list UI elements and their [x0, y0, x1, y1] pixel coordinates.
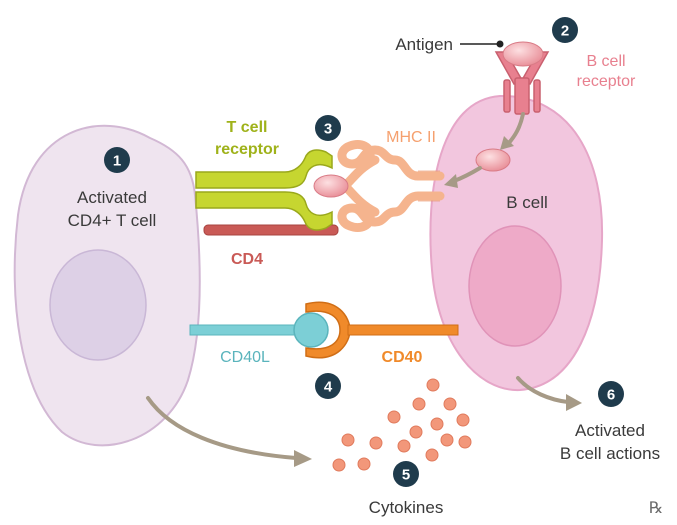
internalization-arrow [500, 112, 525, 150]
cytokine [409, 425, 423, 439]
cytokine-arrow [146, 396, 312, 467]
t-cell-label-line1: Activated [77, 188, 147, 207]
svg-text:1: 1 [113, 153, 121, 170]
svg-text:5: 5 [402, 467, 410, 484]
cytokine [458, 435, 472, 449]
b-cell-nucleus [468, 225, 562, 347]
b-cell-receptor-label-line2: receptor [577, 73, 636, 90]
activated-b-label-line1: Activated [575, 421, 645, 440]
rx-mark: ℞ [649, 500, 663, 517]
cytokine [357, 457, 371, 471]
step-badge-3: 3 [315, 115, 341, 141]
cd40l [189, 312, 329, 348]
cytokines [332, 378, 472, 472]
cytokine [426, 378, 440, 392]
cytokine [332, 458, 346, 472]
cytokine [430, 417, 444, 431]
cytokine [425, 448, 439, 462]
t-cell [13, 124, 201, 447]
cytokine [387, 410, 401, 424]
step-badge-6: 6 [598, 381, 624, 407]
antigen-particle [502, 41, 544, 67]
t-cell-label-line2: CD4+ T cell [68, 211, 157, 230]
cytokine [397, 439, 411, 453]
mhc-ii [337, 140, 445, 232]
step-badge-5: 5 [393, 461, 419, 487]
cytokine [341, 433, 355, 447]
cd4-label: CD4 [231, 251, 263, 268]
step-badge-2: 2 [552, 17, 578, 43]
presented-antigen [313, 174, 349, 198]
cytokine [412, 397, 426, 411]
cytokine [443, 397, 457, 411]
antigen-leader-dot [496, 40, 504, 48]
t-cell-receptor [195, 149, 333, 231]
presentation-arrow [444, 166, 482, 188]
b-cell-receptor [494, 51, 550, 115]
t-cell-receptor-label-line1: T cell [227, 119, 268, 136]
cd4-bar [203, 224, 339, 236]
cytokine [369, 436, 383, 450]
b-cell-label: B cell [506, 193, 548, 212]
b-cell-receptor-label-line1: B cell [586, 53, 625, 70]
cytokine [456, 413, 470, 427]
cd40l-label: CD40L [220, 349, 270, 366]
activation-arrow [516, 376, 582, 411]
svg-text:4: 4 [324, 379, 333, 396]
cytokines-label: Cytokines [369, 498, 444, 517]
antigen-label: Antigen [395, 35, 453, 54]
svg-text:6: 6 [607, 387, 615, 404]
activated-b-label-line2: B cell actions [560, 444, 660, 463]
svg-text:2: 2 [561, 23, 569, 40]
b-cell [429, 94, 604, 392]
t-cell-receptor-label-line2: receptor [215, 141, 279, 158]
cd40 [305, 301, 459, 359]
t-cell-nucleus [49, 249, 147, 361]
mhc-ii-label: MHC II [386, 129, 436, 146]
step-badge-1: 1 [104, 147, 130, 173]
internalized-antigen [475, 148, 511, 172]
step-badge-4: 4 [315, 373, 341, 399]
svg-text:3: 3 [324, 121, 332, 138]
cytokine [440, 433, 454, 447]
cd40-label: CD40 [382, 349, 423, 366]
